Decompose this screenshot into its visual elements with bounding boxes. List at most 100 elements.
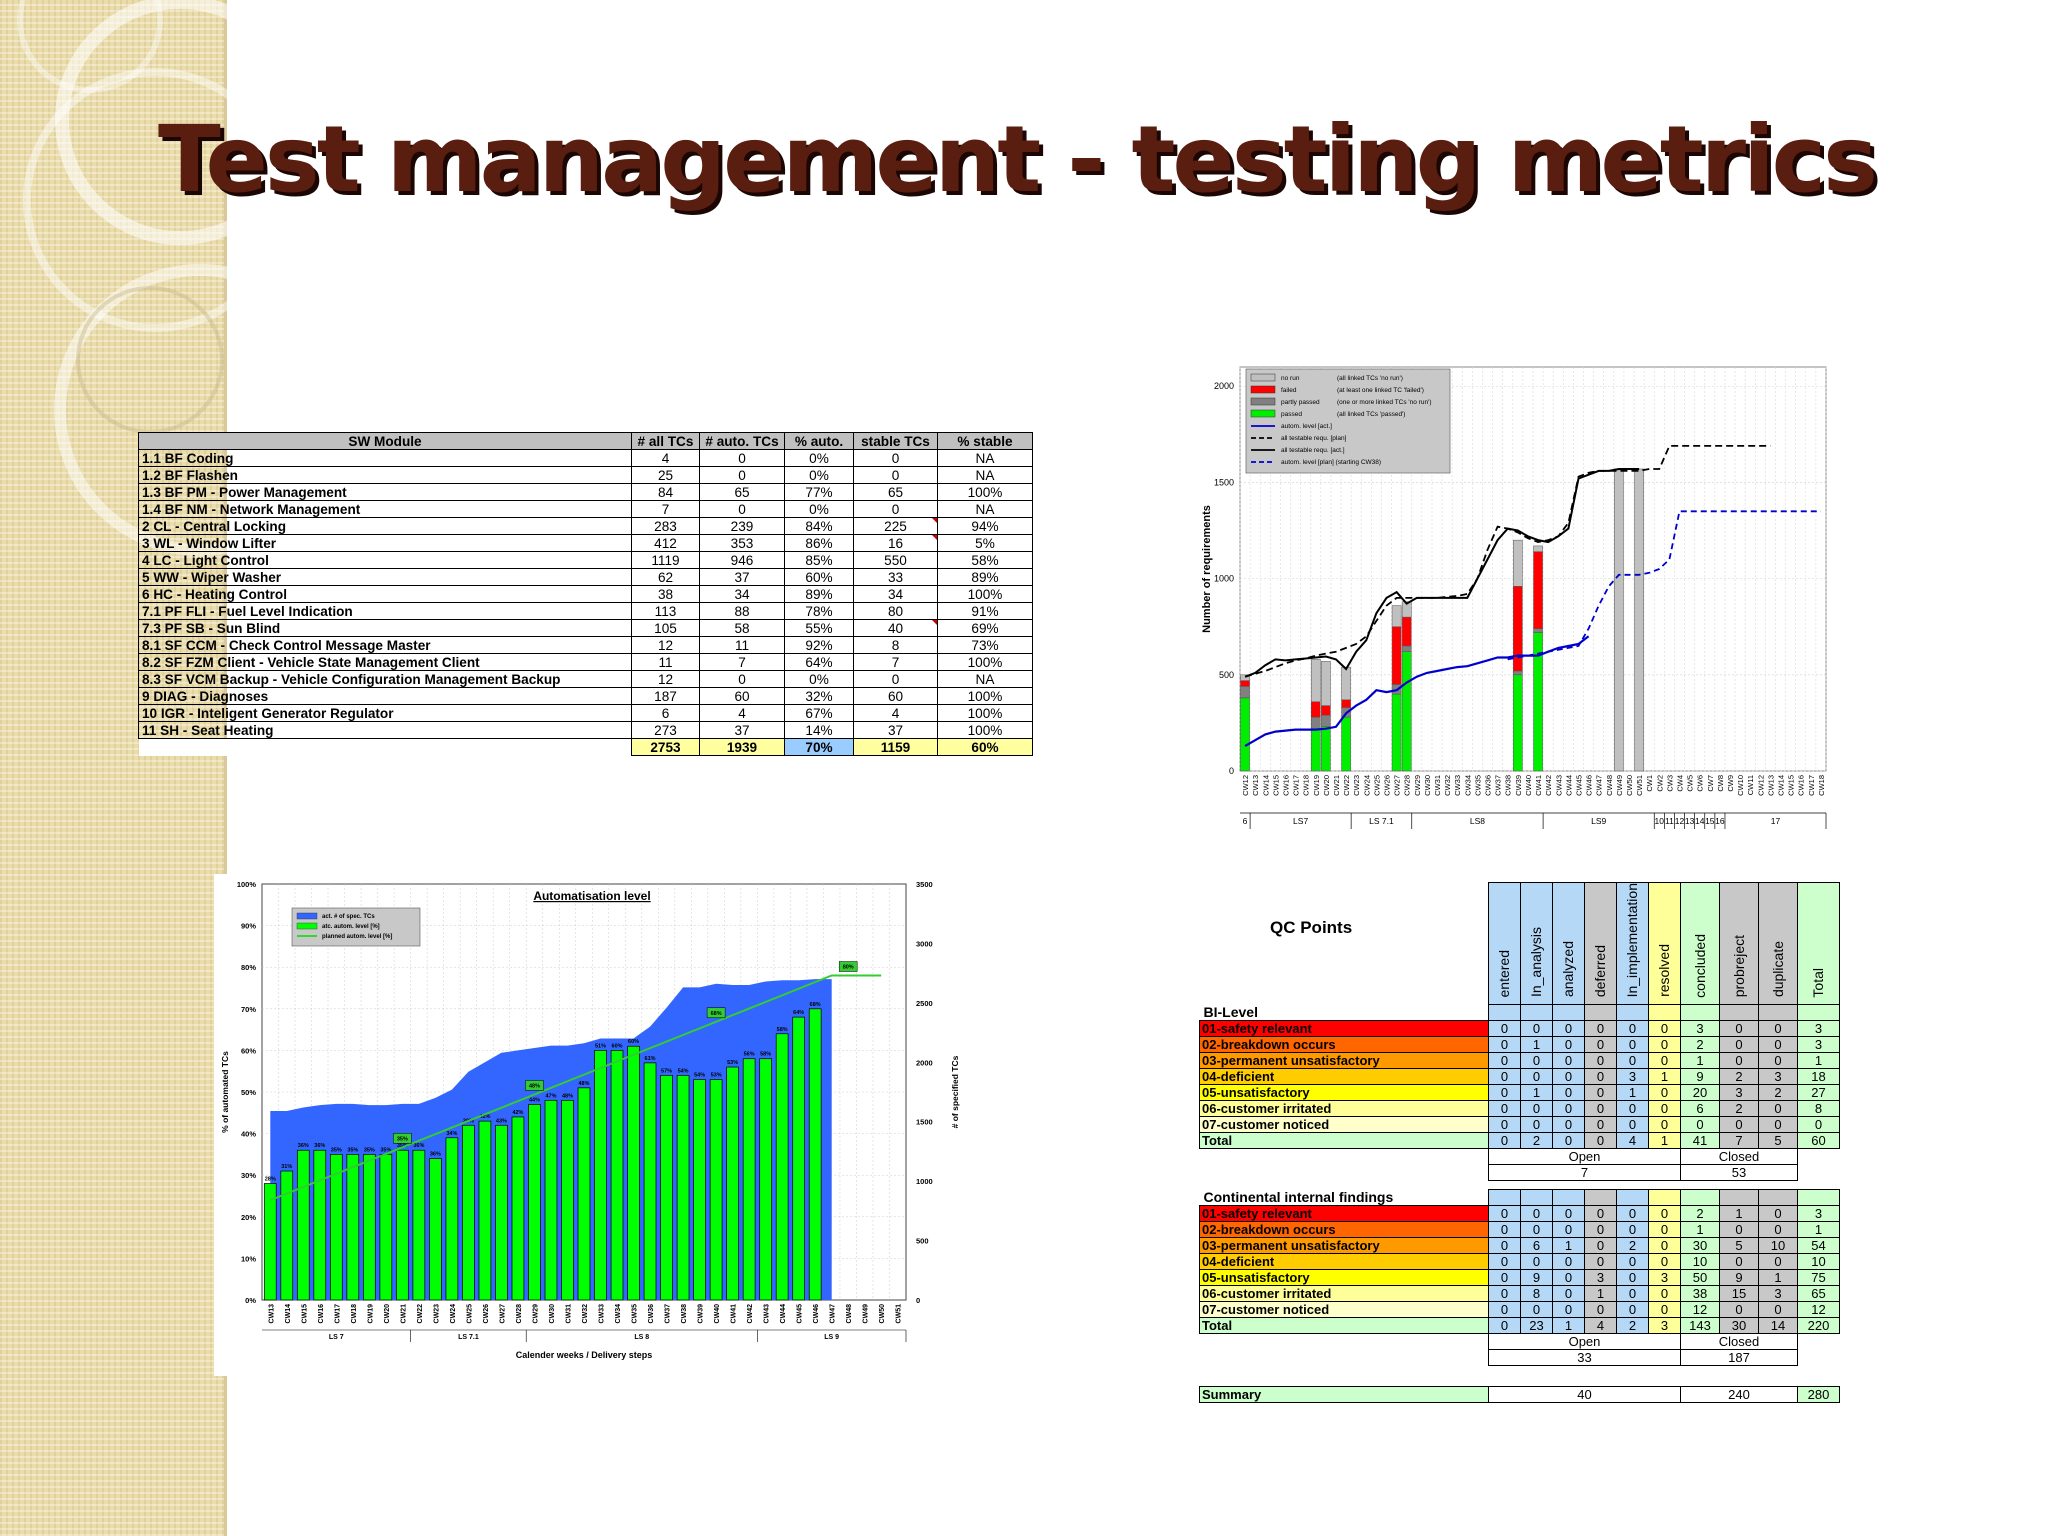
- x-tick-label: CW23: [433, 1304, 440, 1324]
- group-label: 6: [1243, 816, 1248, 826]
- qc-col-header: concluded: [1680, 881, 1720, 1006]
- automation-bar: [478, 1120, 492, 1301]
- sw-cell: 73%: [937, 636, 1033, 654]
- sw-cell: 550: [853, 551, 938, 569]
- legend-label: all testable requ. [act.]: [1281, 447, 1345, 454]
- x-tick-label: CW13: [268, 1304, 275, 1324]
- automation-bar: [676, 1075, 690, 1301]
- sw-cell: 273: [631, 721, 700, 739]
- x-tick-label: CW35: [632, 1304, 639, 1324]
- qc-value-cell: 0: [1719, 1020, 1759, 1038]
- automation-bar: [544, 1099, 558, 1301]
- sw-table-row: 8.3 SF VCM Backup - Vehicle Configuratio…: [138, 670, 1033, 688]
- sw-module-name: 7.3 PF SB - Sun Blind: [138, 619, 632, 637]
- qc-section-cell: [1758, 1004, 1798, 1022]
- sw-cell: 16: [853, 534, 938, 552]
- x-tick-label: CW26: [483, 1304, 490, 1324]
- qc-closed-label: Closed: [1680, 1333, 1798, 1351]
- sw-cell-text: 34: [734, 586, 750, 602]
- automation-bar: [396, 1149, 409, 1301]
- qc-summary-label: Summary: [1199, 1386, 1489, 1404]
- x-tick-label: CW29: [1413, 775, 1422, 796]
- x-tick-label: CW4: [1676, 775, 1685, 792]
- sw-cell: 0: [853, 449, 938, 467]
- sw-cell-text: 273: [654, 722, 677, 738]
- x-tick-label: CW45: [1575, 775, 1584, 796]
- bar-value-label: 54%: [694, 1073, 705, 1079]
- group-label: 10: [1655, 816, 1665, 826]
- qc-value-cell: 1: [1680, 1052, 1720, 1070]
- automation-bar: [495, 1124, 508, 1301]
- qc-total-cell: 2: [1616, 1317, 1649, 1335]
- planned-label-text: 68%: [711, 1011, 722, 1017]
- qc-col-header-text: deferred: [1592, 945, 1608, 998]
- sw-cell-text: 37: [887, 722, 904, 738]
- sw-module-name: 8.1 SF CCM - Check Control Message Maste…: [138, 636, 632, 654]
- qc-section-cell: [1552, 1189, 1585, 1207]
- x-tick-label: CW2: [1655, 775, 1664, 792]
- qc-value-cell: 1: [1797, 1052, 1840, 1070]
- sw-cell-text: 89%: [971, 569, 999, 585]
- planned-label-text: 48%: [529, 1083, 540, 1089]
- qc-section-cell: [1758, 1189, 1798, 1207]
- qc-total-cell: 5: [1758, 1132, 1798, 1150]
- qc-section-cell: [1552, 1004, 1585, 1022]
- bar-value-label: 61%: [645, 1056, 656, 1062]
- x-tick-label: CW38: [1504, 775, 1513, 796]
- x-tick-label: CW16: [1797, 775, 1806, 796]
- legend-label: passed: [1281, 411, 1302, 418]
- bar-value-label: 48%: [562, 1093, 573, 1099]
- x-tick-label: CW25: [466, 1304, 473, 1324]
- bar-segment-norun: [1341, 666, 1351, 701]
- sw-cell: 58%: [937, 551, 1033, 569]
- qc-value-cell: 0: [1584, 1221, 1617, 1239]
- series-plan-autom: [1507, 510, 1821, 661]
- bar-segment-norun: [1401, 601, 1412, 618]
- sw-table-row: 1.3 BF PM - Power Management 84 65 77% 65 100…: [138, 483, 1033, 501]
- y-tick-label: 80%: [241, 963, 256, 972]
- sw-total-cell: 70%: [784, 738, 854, 756]
- sw-cell-text: 86%: [805, 535, 833, 551]
- sw-cell: 64%: [784, 653, 854, 671]
- sw-cell: 4: [699, 704, 785, 722]
- sw-cell: 86%: [784, 534, 854, 552]
- sw-cell: 37: [699, 568, 785, 586]
- sw-table-row: 1.1 BF Coding 4 0 0% 0 NA: [138, 449, 1033, 467]
- sw-cell-text: 2 CL - Central Locking: [142, 518, 287, 534]
- sw-cell-text: 8: [891, 637, 900, 653]
- x-tick-label: CW31: [566, 1304, 573, 1324]
- group-label: 12: [1675, 816, 1685, 826]
- bar-segment-norun: [1614, 468, 1624, 772]
- sw-cell-text: 100%: [967, 688, 1003, 704]
- x-tick-label: CW27: [1393, 775, 1402, 796]
- bar-segment-failed: [1321, 705, 1331, 716]
- qc-value-cell: 18: [1797, 1068, 1840, 1086]
- qc-value-cell: 0: [1520, 1020, 1553, 1038]
- group-label: 15: [1705, 816, 1715, 826]
- bar-segment-passed: [1310, 728, 1321, 772]
- x-tick-label: CW10: [1736, 775, 1745, 796]
- x-tick-label: CW15: [1271, 775, 1280, 796]
- sw-cell-text: 0: [891, 450, 900, 466]
- bar-segment-passed: [1391, 693, 1402, 772]
- x-tick-label: CW14: [1261, 775, 1270, 796]
- x-tick-label: CW30: [1423, 775, 1432, 796]
- legend-desc: (all linked TCs 'passed'): [1337, 411, 1405, 418]
- planned-level-label: 80%: [838, 961, 858, 972]
- qc-value-cell: 0: [1758, 1253, 1798, 1271]
- sw-cell-text: 37: [734, 569, 750, 585]
- qc-value-cell: 0: [1648, 1237, 1681, 1255]
- sw-cell-text: 67%: [805, 705, 833, 721]
- sw-cell: 7: [699, 653, 785, 671]
- group-label: LS8: [1470, 816, 1485, 826]
- sw-cell-text: 85%: [805, 552, 833, 568]
- requirements-chart: 0 500 1000 1500 2000 Number of requirements CW…: [1201, 366, 1827, 829]
- qc-value-cell: 1: [1584, 1285, 1617, 1303]
- bar-segment-failed: [1401, 616, 1412, 647]
- bar-segment-failed: [1391, 626, 1402, 685]
- qc-value-cell: 0: [1488, 1068, 1521, 1086]
- qc-value-cell: 0: [1584, 1068, 1617, 1086]
- qc-section-cell: [1584, 1004, 1617, 1022]
- y-tick-label: 30%: [241, 1171, 256, 1180]
- qc-value-cell: 0: [1584, 1237, 1617, 1255]
